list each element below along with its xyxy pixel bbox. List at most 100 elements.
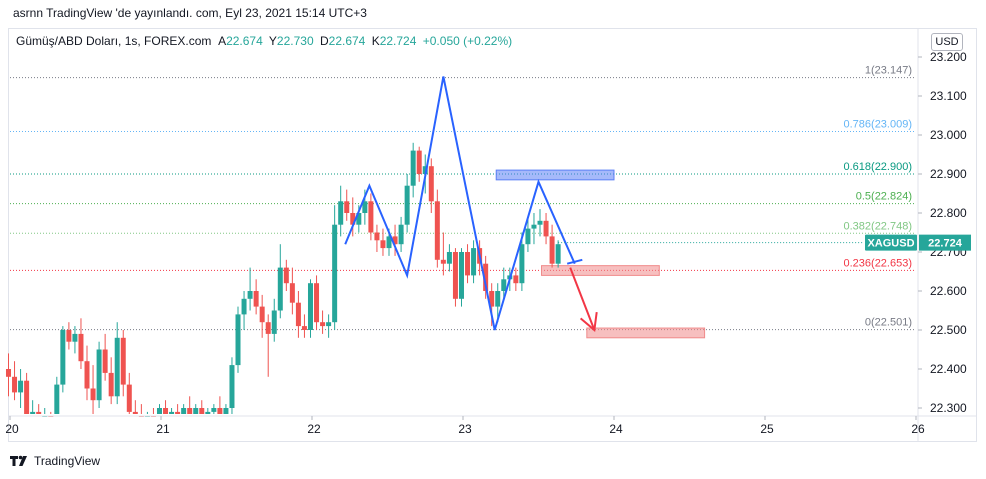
tradingview-logo-icon <box>10 455 27 466</box>
y-tick-9: 22.300 <box>930 401 967 415</box>
candle-body-70 <box>428 166 434 202</box>
candle-body-56 <box>344 201 350 213</box>
candle-body-18 <box>114 337 120 397</box>
candle-body-59 <box>362 201 368 213</box>
candle-body-3 <box>24 380 30 414</box>
candle-body-79 <box>483 263 489 291</box>
y-tick-0: 23.200 <box>930 50 967 64</box>
candle-body-0 <box>5 369 11 377</box>
chart-frame <box>8 28 977 442</box>
candle-body-73 <box>446 252 452 264</box>
candle-body-46 <box>283 267 289 284</box>
candle-body-38 <box>235 314 241 366</box>
candle-body-37 <box>229 365 235 408</box>
published-caption: asrnn TradingView 'de yayınlandı. com, E… <box>13 6 367 20</box>
candle-body-47 <box>289 283 295 303</box>
candle-body-29 <box>181 408 187 414</box>
price-tag-bg <box>919 234 971 251</box>
candle-body-51 <box>314 283 320 323</box>
candle-body-48 <box>295 302 301 327</box>
candle-body-71 <box>434 201 440 260</box>
candle-body-16 <box>102 349 108 373</box>
time-axis[interactable]: 20 21 22 23 24 25 26 <box>5 415 976 436</box>
brand-name: TradingView <box>34 454 101 468</box>
candle-body-66 <box>404 185 410 225</box>
symbol-tag: XAGUSD <box>867 238 914 250</box>
candle-body-25 <box>156 408 162 414</box>
x-tick-1: 21 <box>156 422 170 436</box>
candle-body-86 <box>525 228 531 245</box>
candle-body-84 <box>513 275 519 284</box>
high-value: 22.730 <box>276 34 314 48</box>
candle-body-69 <box>422 166 428 174</box>
pattern-line-1 <box>566 258 583 265</box>
candle-body-1 <box>12 376 18 393</box>
candle-body-45 <box>277 267 283 311</box>
candle-body-4 <box>30 411 36 414</box>
candle-body-89 <box>543 220 549 237</box>
candle-body-61 <box>374 232 380 241</box>
candle-body-90 <box>549 236 555 264</box>
candle-body-63 <box>386 236 392 249</box>
pattern-line-0 <box>344 76 576 331</box>
pattern-drawing[interactable] <box>344 76 598 332</box>
y-tick-3: 22.900 <box>930 167 967 181</box>
candle-body-36 <box>223 408 229 414</box>
x-tick-2: 22 <box>307 422 321 436</box>
y-tick-4: 22.800 <box>930 206 967 220</box>
fib-label-3: 0.5(22.824) <box>856 191 912 203</box>
projection-arrow-head <box>579 312 598 332</box>
candle-body-28 <box>175 411 181 414</box>
candle-body-15 <box>96 349 102 401</box>
candle-body-34 <box>211 408 217 412</box>
candle-body-81 <box>495 291 501 307</box>
candle-body-39 <box>241 298 247 315</box>
x-tick-3: 23 <box>458 422 472 436</box>
candle-body-17 <box>108 372 114 397</box>
change-value: +0.050 (+0.22%) <box>422 34 513 48</box>
candle-body-12 <box>78 333 84 362</box>
projection-arrow-line <box>569 267 596 331</box>
tradingview-brand[interactable]: TradingView <box>10 454 100 468</box>
x-tick-6: 26 <box>911 422 925 436</box>
last-price-tag: XAGUSD 22.724 <box>558 234 971 251</box>
y-tick-6: 22.600 <box>930 284 967 298</box>
candle-body-31 <box>193 408 199 414</box>
currency-button[interactable]: USD <box>931 33 963 51</box>
candle-body-80 <box>489 291 495 307</box>
candle-body-49 <box>301 326 307 330</box>
price-tag: 22.724 <box>928 238 963 250</box>
fib-label-1: 0.786(23.009) <box>844 118 913 130</box>
zone-2 <box>586 327 706 339</box>
fib-label-2: 0.618(22.900) <box>844 161 913 173</box>
candle-body-53 <box>326 322 332 327</box>
y-tick-7: 22.500 <box>930 323 967 337</box>
candle-body-77 <box>471 248 477 276</box>
fib-label-6: 0(22.501) <box>865 317 912 329</box>
fib-label-0: 1(23.147) <box>865 65 912 77</box>
fib-label-4: 0.382(22.748) <box>844 220 913 232</box>
candle-body-58 <box>356 213 362 225</box>
candle-body-68 <box>416 150 422 174</box>
candle-body-32 <box>199 408 205 414</box>
candle-body-42 <box>259 306 265 323</box>
candle-body-88 <box>537 220 543 225</box>
zone-0 <box>495 169 615 181</box>
low-label: D <box>319 34 329 48</box>
candle-body-41 <box>253 291 259 307</box>
x-tick-5: 25 <box>760 422 774 436</box>
zones[interactable] <box>495 169 706 339</box>
candle-body-64 <box>392 236 398 245</box>
fibonacci-retracement[interactable]: 1(23.147) 0.786(23.009) 0.618(22.900) 0.5(2… <box>10 65 915 331</box>
candle-body-43 <box>265 322 271 334</box>
candle-body-9 <box>60 330 66 385</box>
x-tick-4: 24 <box>609 422 623 436</box>
candle-body-50 <box>307 283 313 330</box>
symbol-title: Gümüş/ABD Doları, 1s, FOREX.com <box>16 34 212 48</box>
x-tick-0: 20 <box>5 422 19 436</box>
candle-body-10 <box>66 330 72 342</box>
candle-body-14 <box>90 388 96 401</box>
close-value: 22.724 <box>379 34 417 48</box>
high-label: Y <box>268 34 277 48</box>
